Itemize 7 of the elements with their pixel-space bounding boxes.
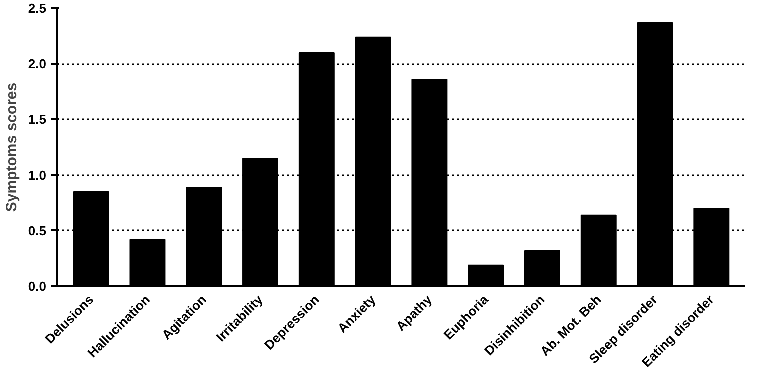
y-tick-label: 2.0 [28, 56, 47, 72]
y-tick-label: 0.5 [28, 223, 47, 238]
y-tick-label: 1.5 [28, 112, 47, 128]
y-tick-label: 1.0 [28, 168, 47, 183]
y-tick-label: 0.0 [28, 279, 47, 294]
y-axis-title: Symptoms scores [3, 82, 20, 212]
y-tick-label: 2.5 [28, 1, 47, 16]
